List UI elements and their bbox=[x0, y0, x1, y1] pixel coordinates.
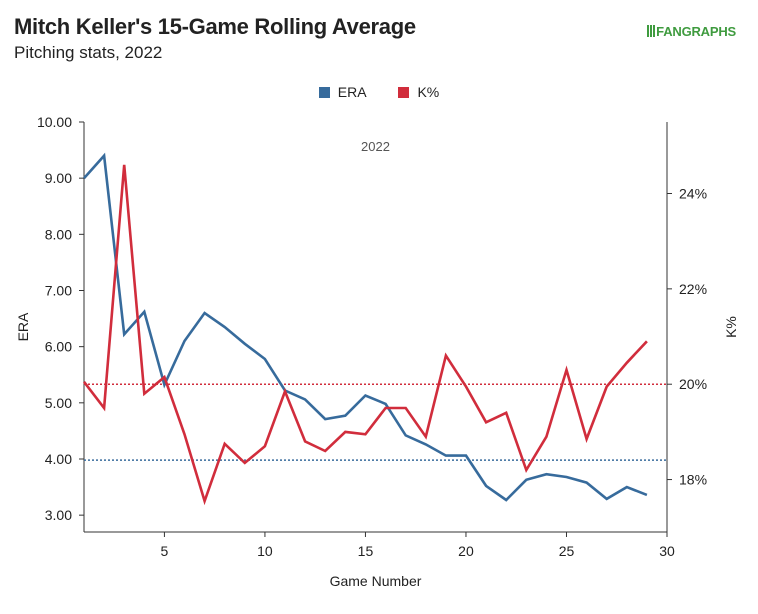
y-left-tick-label: 9.00 bbox=[45, 170, 72, 186]
x-tick-label: 20 bbox=[458, 543, 474, 559]
logo-bars-icon bbox=[647, 25, 656, 37]
chart-legend: ERA K% bbox=[0, 84, 758, 101]
x-tick-label: 30 bbox=[659, 543, 675, 559]
x-tick-label: 25 bbox=[559, 543, 575, 559]
y-axis-left-title: ERA bbox=[15, 312, 31, 341]
y-left-tick-label: 4.00 bbox=[45, 451, 72, 467]
series-line-era bbox=[83, 152, 648, 502]
y-right-tick-label: 24% bbox=[679, 186, 707, 202]
x-axis-title: Game Number bbox=[330, 573, 422, 589]
panel-label: 2022 bbox=[361, 139, 390, 154]
legend-label-k-pct: K% bbox=[417, 84, 440, 100]
x-tick-label: 10 bbox=[257, 543, 273, 559]
y-left-tick-label: 6.00 bbox=[45, 339, 72, 355]
chart-title: Mitch Keller's 15-Game Rolling Average bbox=[14, 14, 416, 39]
y-left-tick-label: 3.00 bbox=[45, 507, 72, 523]
logo-text: FANGRAPHS bbox=[656, 24, 736, 39]
chart-subtitle: Pitching stats, 2022 bbox=[14, 43, 163, 62]
y-right-tick-label: 22% bbox=[679, 281, 707, 297]
legend-item-k-pct[interactable]: K% bbox=[398, 84, 439, 100]
x-tick-label: 15 bbox=[358, 543, 374, 559]
y-left-tick-label: 8.00 bbox=[45, 226, 72, 242]
y-axis-right-title: K% bbox=[723, 316, 739, 338]
y-left-tick-label: 5.00 bbox=[45, 395, 72, 411]
x-tick-label: 5 bbox=[161, 543, 169, 559]
legend-item-era[interactable]: ERA bbox=[318, 84, 367, 100]
y-left-tick-label: 7.00 bbox=[45, 282, 72, 298]
legend-swatch-era bbox=[318, 86, 330, 98]
y-right-tick-label: 18% bbox=[679, 472, 707, 488]
fangraphs-logo: FANGRAPHS bbox=[647, 24, 736, 39]
legend-label-era: ERA bbox=[337, 84, 367, 100]
series-line-k-pct bbox=[82, 164, 648, 506]
legend-swatch-k-pct bbox=[398, 86, 410, 98]
y-left-tick-label: 10.00 bbox=[37, 114, 72, 130]
y-right-tick-label: 20% bbox=[679, 376, 707, 392]
